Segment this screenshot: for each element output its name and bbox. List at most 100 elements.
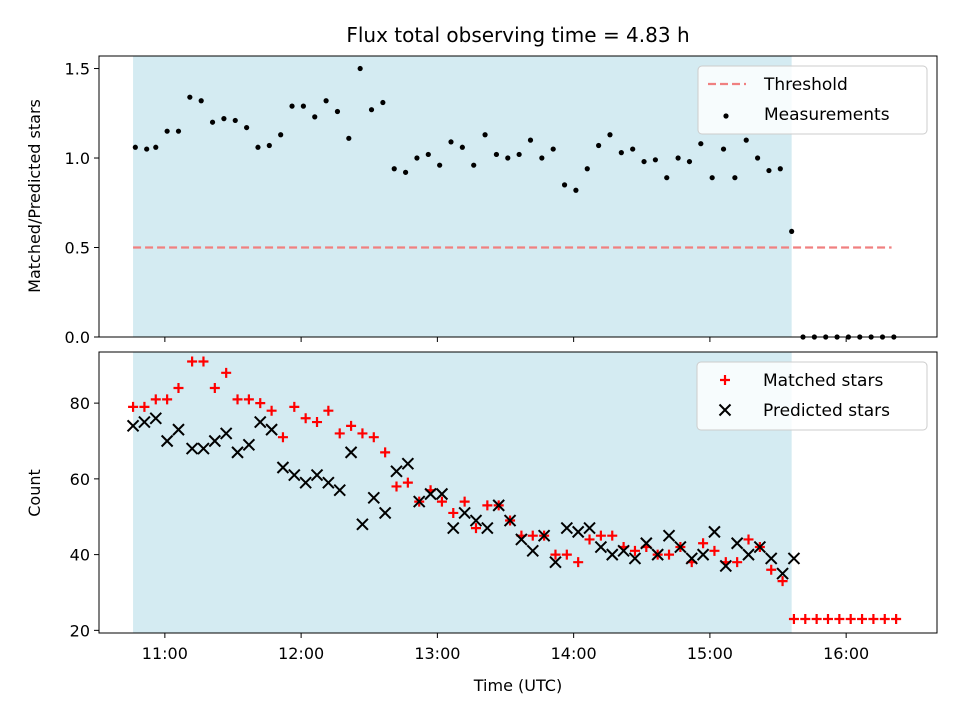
- top-y-tick-label: 0.0: [65, 328, 90, 347]
- predicted-star-point: [333, 484, 346, 497]
- x-tick-label: 14:00: [551, 644, 597, 663]
- legend-entry-label: Predicted stars: [763, 401, 890, 421]
- predicted-star-point: [640, 537, 653, 550]
- measurement-point: [368, 107, 375, 113]
- matched-star-point: [766, 564, 777, 575]
- measurement-point: [777, 166, 783, 172]
- predicted-star-point: [753, 540, 767, 554]
- predicted-star-point: [149, 412, 162, 425]
- measurement-point: [209, 119, 216, 125]
- predicted-star-point: [242, 438, 256, 451]
- measurement-point: [198, 98, 204, 104]
- measurement-point: [527, 137, 534, 143]
- matched-star-point: [732, 557, 743, 568]
- matched-star-point: [221, 367, 232, 378]
- predicted-star-point: [447, 521, 460, 535]
- predicted-star-point: [481, 521, 494, 535]
- predicted-star-point: [197, 442, 210, 455]
- predicted-star-point: [172, 423, 185, 436]
- top-y-tick-label: 1.5: [65, 60, 90, 79]
- predicted-star-point: [537, 529, 551, 542]
- bottom-y-tick-label: 40: [70, 546, 90, 565]
- predicted-star-point: [276, 461, 290, 474]
- matched-star-point: [150, 394, 161, 405]
- predicted-star-point: [299, 476, 312, 489]
- top-y-axis-label: Matched/Predicted stars: [25, 99, 44, 293]
- matched-star-point: [277, 432, 288, 443]
- predicted-star-point: [424, 487, 437, 501]
- bottom-series-predicted-stars: [126, 412, 801, 580]
- predicted-star-point: [469, 514, 483, 527]
- measurement-point: [380, 99, 386, 106]
- predicted-star-point: [503, 514, 517, 527]
- top-legend-box: [697, 65, 928, 135]
- predicted-star-point: [401, 457, 415, 470]
- predicted-star-point: [708, 525, 721, 539]
- top-series-measurements: [132, 65, 897, 340]
- x-axis-label: Time (UTC): [473, 676, 562, 695]
- matched-star-point: [323, 405, 334, 416]
- predicted-star-point: [549, 555, 562, 569]
- matched-star-point: [198, 356, 209, 367]
- bottom-legend: Matched stars Predicted stars: [696, 361, 928, 431]
- measurement-point: [153, 144, 159, 150]
- matched-star-point: [357, 428, 368, 439]
- predicted-star-point: [254, 415, 267, 429]
- measurement-point: [482, 132, 488, 138]
- measurement-point: [596, 142, 602, 149]
- predicted-star-point: [594, 540, 608, 554]
- measurement-point: [278, 132, 284, 138]
- predicted-star-point: [138, 415, 151, 429]
- measurement-point: [437, 162, 443, 168]
- matched-star-point: [800, 613, 811, 624]
- matched-star-point: [255, 398, 266, 409]
- measurement-point: [561, 182, 568, 188]
- measurement-point: [652, 157, 658, 163]
- measurement-point: [346, 135, 352, 141]
- matched-star-point: [300, 413, 311, 424]
- measurement-point: [448, 139, 454, 145]
- predicted-star-point: [126, 419, 140, 433]
- measurement-point: [221, 116, 227, 122]
- matched-star-point: [822, 613, 833, 624]
- bottom-axes-frame: [98, 351, 938, 634]
- bottom-observing-span: [133, 352, 792, 633]
- matched-star-point: [209, 382, 220, 393]
- matched-star-point: [380, 447, 391, 458]
- measurement-point: [425, 151, 431, 158]
- top-y-tick-label: 1.0: [65, 149, 90, 168]
- measurement-point: [187, 94, 193, 100]
- matched-star-point: [289, 401, 300, 412]
- x-tick-label: 11:00: [142, 644, 188, 663]
- predicted-star-point: [662, 529, 676, 542]
- legend-matched-swatch: [720, 375, 730, 385]
- predicted-star-point: [571, 525, 585, 539]
- matched-star-point: [595, 530, 606, 541]
- predicted-star-point: [617, 544, 630, 558]
- bottom-legend-box: [696, 361, 928, 431]
- predicted-star-point: [322, 476, 335, 489]
- bottom-count-panel: 20 40 60 80 11:00 12:00 13:00 14:00 15:00 16:00 Ma…: [70, 351, 938, 663]
- measurement-point: [516, 151, 522, 158]
- measurement-point: [132, 144, 138, 150]
- matched-star-point: [857, 613, 868, 624]
- measurement-point: [550, 146, 556, 152]
- predicted-star-point: [219, 427, 233, 440]
- measurement-point: [266, 142, 272, 149]
- matched-star-point: [573, 557, 584, 568]
- measurement-point: [391, 166, 397, 172]
- measurement-point: [471, 162, 477, 168]
- predicted-star-point: [560, 521, 574, 535]
- measurement-point: [686, 158, 693, 165]
- measurement-point: [573, 187, 579, 193]
- measurement-point: [641, 158, 647, 165]
- predicted-star-point: [776, 567, 789, 580]
- measurement-point: [175, 128, 182, 134]
- measurement-point: [357, 65, 363, 72]
- matched-star-point: [868, 613, 879, 624]
- x-tick-label: 13:00: [414, 644, 460, 663]
- predicted-star-point: [685, 552, 698, 565]
- measurement-point: [289, 103, 295, 109]
- predicted-star-point: [458, 506, 471, 520]
- predicted-star-point: [765, 552, 778, 565]
